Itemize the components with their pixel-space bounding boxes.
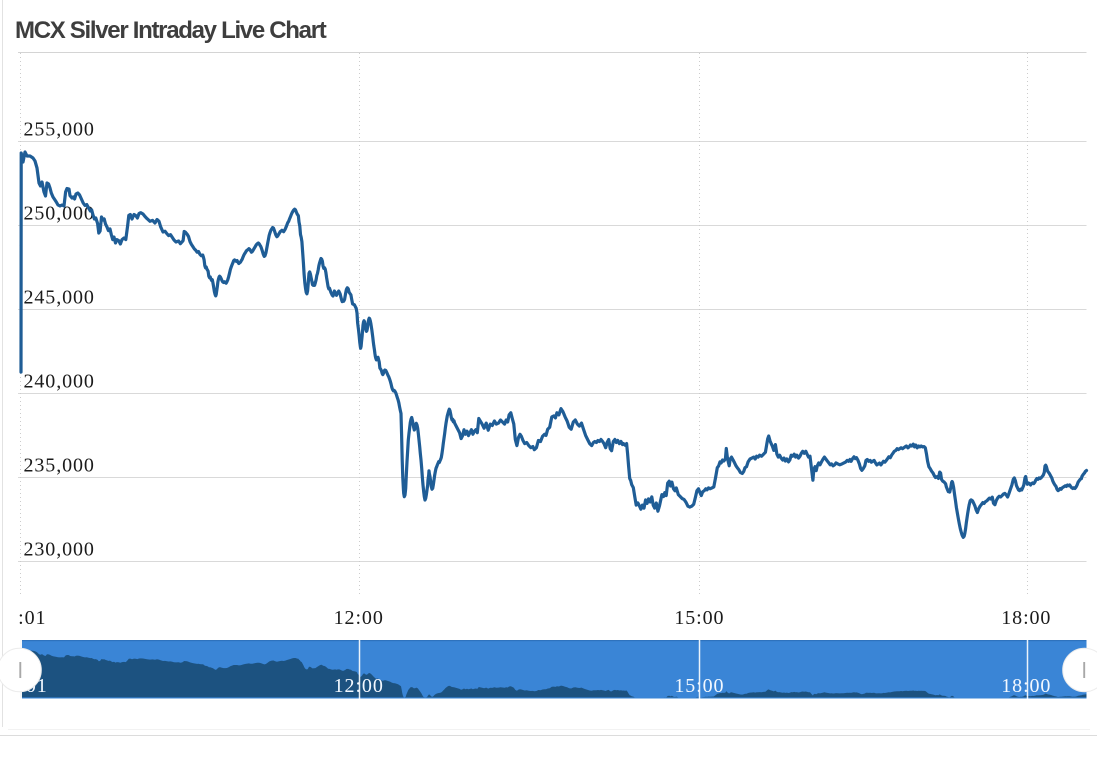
svg-text:235,000: 235,000 [24, 455, 95, 477]
svg-text:12:00: 12:00 [334, 675, 384, 697]
svg-text:18:00: 18:00 [1001, 675, 1051, 697]
svg-text:15:00: 15:00 [674, 675, 724, 697]
svg-text:230,000: 230,000 [24, 539, 95, 561]
svg-text::01: :01 [18, 607, 46, 629]
svg-text:18:00: 18:00 [1001, 607, 1051, 629]
svg-text:250,000: 250,000 [24, 203, 95, 225]
svg-text:240,000: 240,000 [24, 371, 95, 393]
svg-text:245,000: 245,000 [24, 287, 95, 309]
svg-text:255,000: 255,000 [24, 119, 95, 141]
svg-text:12:00: 12:00 [334, 607, 384, 629]
svg-text:15:00: 15:00 [674, 607, 724, 629]
